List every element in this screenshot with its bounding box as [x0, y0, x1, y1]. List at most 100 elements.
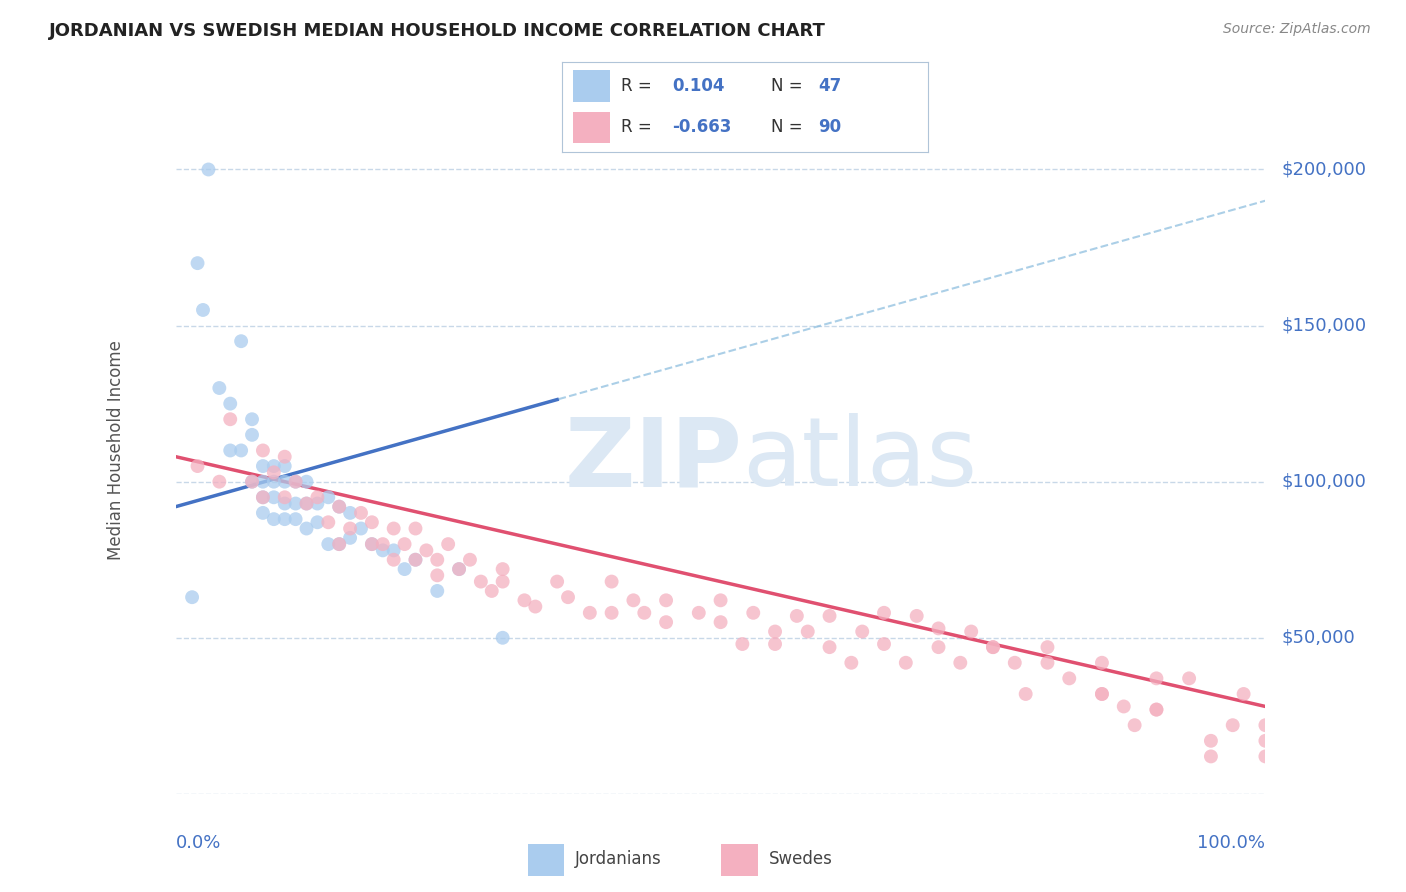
Point: [579, 606, 602, 620]
Point: [252, 475, 274, 489]
Bar: [574, 112, 610, 143]
Point: [600, 606, 623, 620]
Point: [928, 640, 950, 655]
Point: [307, 496, 329, 510]
Point: [318, 515, 340, 529]
Point: [492, 562, 515, 576]
Point: [426, 583, 449, 598]
Point: [295, 496, 318, 510]
Text: $100,000: $100,000: [1282, 473, 1367, 491]
Point: [710, 615, 733, 630]
Text: Median Household Income: Median Household Income: [107, 341, 125, 560]
Point: [1146, 703, 1168, 717]
Point: [873, 606, 896, 620]
Point: [328, 500, 350, 514]
Point: [981, 640, 1004, 655]
Text: N =: N =: [770, 77, 803, 95]
Point: [371, 543, 394, 558]
Point: [350, 506, 373, 520]
Point: [437, 537, 460, 551]
Point: [818, 608, 841, 623]
Point: [426, 552, 449, 567]
Point: [219, 412, 242, 426]
Point: [1059, 671, 1081, 685]
Point: [1004, 656, 1026, 670]
Text: 0.104: 0.104: [672, 77, 724, 95]
Point: [252, 490, 274, 504]
Text: Jordanians: Jordanians: [575, 849, 662, 868]
Point: [458, 552, 481, 567]
Text: $200,000: $200,000: [1282, 161, 1367, 178]
Point: [394, 537, 416, 551]
Point: [1199, 749, 1222, 764]
Point: [240, 412, 263, 426]
Point: [318, 537, 340, 551]
Point: [361, 515, 384, 529]
Text: atlas: atlas: [742, 413, 977, 507]
Point: [763, 624, 786, 639]
Point: [295, 475, 318, 489]
Text: Swedes: Swedes: [769, 849, 832, 868]
Point: [492, 574, 515, 589]
Point: [307, 490, 329, 504]
Text: $50,000: $50,000: [1282, 629, 1355, 647]
Point: [731, 637, 754, 651]
Point: [1233, 687, 1256, 701]
Point: [688, 606, 710, 620]
Text: $150,000: $150,000: [1282, 317, 1367, 334]
Point: [546, 574, 568, 589]
Point: [1112, 699, 1135, 714]
Point: [1146, 671, 1168, 685]
Point: [1222, 718, 1244, 732]
Point: [284, 496, 307, 510]
Point: [382, 521, 405, 535]
Point: [1123, 718, 1146, 732]
Text: R =: R =: [621, 77, 651, 95]
Point: [295, 521, 318, 535]
Point: [405, 552, 427, 567]
Point: [328, 537, 350, 551]
Point: [1254, 733, 1277, 747]
Point: [197, 162, 219, 177]
Point: [350, 521, 373, 535]
Point: [1199, 733, 1222, 747]
Point: [339, 521, 361, 535]
Point: [621, 593, 644, 607]
Point: [470, 574, 492, 589]
Point: [600, 574, 623, 589]
Point: [405, 552, 427, 567]
Point: [186, 458, 209, 473]
Point: [981, 640, 1004, 655]
Point: [263, 512, 285, 526]
Point: [307, 515, 329, 529]
Point: [1091, 656, 1114, 670]
Point: [208, 475, 231, 489]
Point: [655, 593, 678, 607]
Text: R =: R =: [621, 118, 651, 136]
Point: [447, 562, 470, 576]
Point: [274, 490, 297, 504]
Point: [960, 624, 983, 639]
Point: [513, 593, 536, 607]
Point: [339, 506, 361, 520]
Text: 100.0%: 100.0%: [1198, 835, 1265, 853]
Point: [557, 591, 579, 605]
Text: 47: 47: [818, 77, 842, 95]
Point: [295, 496, 318, 510]
Point: [284, 512, 307, 526]
Point: [208, 381, 231, 395]
Point: [219, 396, 242, 410]
Bar: [721, 844, 758, 876]
Point: [371, 537, 394, 551]
Text: JORDANIAN VS SWEDISH MEDIAN HOUSEHOLD INCOME CORRELATION CHART: JORDANIAN VS SWEDISH MEDIAN HOUSEHOLD IN…: [49, 22, 827, 40]
Point: [481, 583, 503, 598]
Point: [405, 521, 427, 535]
Bar: [527, 844, 564, 876]
Point: [710, 593, 733, 607]
Point: [252, 458, 274, 473]
Point: [1036, 656, 1059, 670]
Bar: [574, 70, 610, 102]
Point: [274, 450, 297, 464]
Text: Source: ZipAtlas.com: Source: ZipAtlas.com: [1223, 22, 1371, 37]
Point: [818, 640, 841, 655]
